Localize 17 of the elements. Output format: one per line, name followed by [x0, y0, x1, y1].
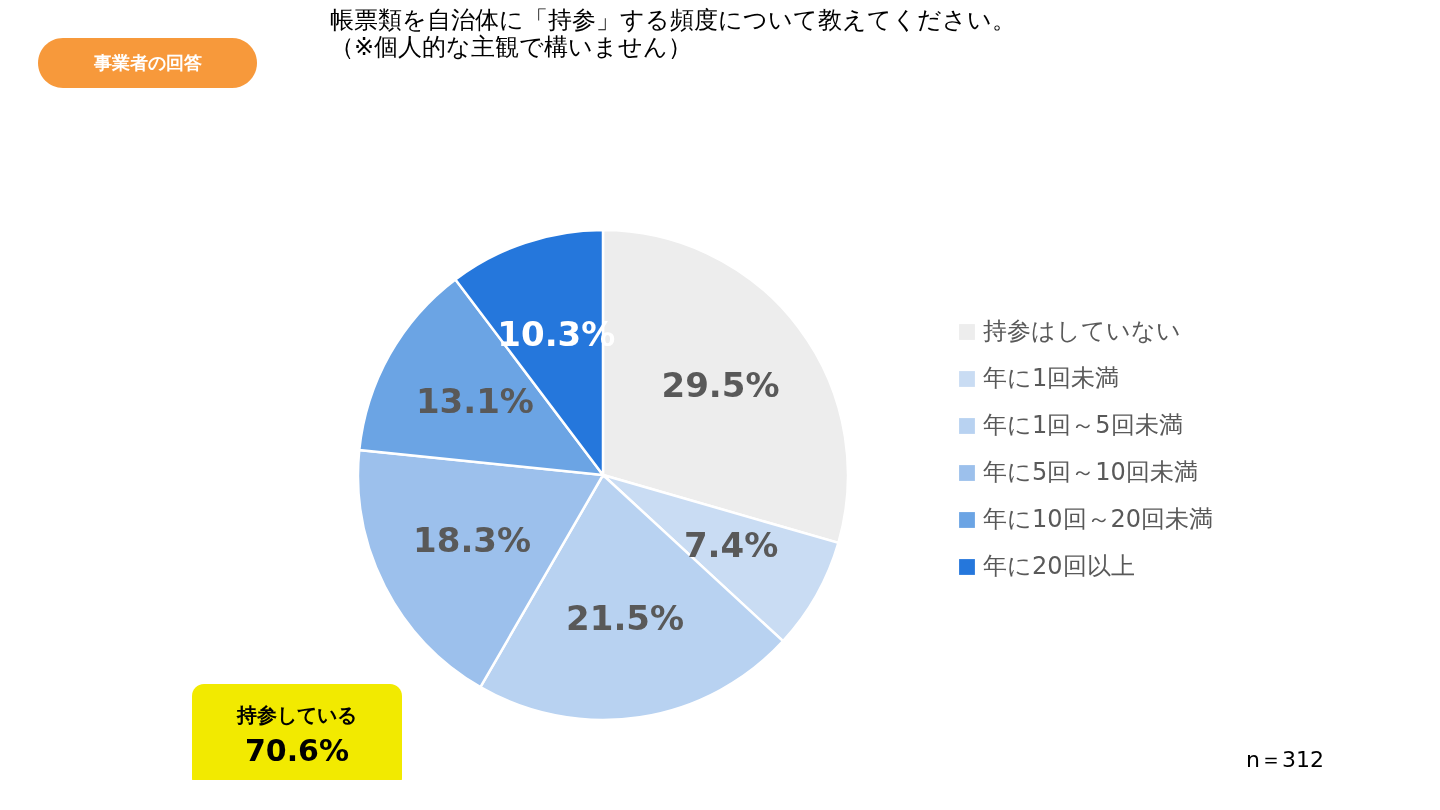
legend-label: 年に5回～10回未満 [983, 458, 1198, 486]
legend-label: 年に10回～20回未満 [983, 505, 1214, 533]
data-label: 13.1% [415, 380, 534, 421]
legend-label: 年に1回未満 [983, 364, 1120, 392]
chart-title: 帳票類を自治体に「持参」する頻度について教えてください。 [330, 6, 1016, 34]
text: n＝312 [1246, 747, 1324, 772]
legend-label: 持参はしていない [983, 317, 1181, 345]
data-label: 21.5% [566, 598, 685, 639]
data-label: 29.5% [661, 364, 780, 405]
legend-label: 年に1回～5回未満 [983, 411, 1183, 439]
data-label: 18.3% [413, 519, 532, 560]
text: 70.6% [244, 733, 350, 768]
text: 事業者の回答 [93, 52, 202, 73]
chart-subtitle: （※個人的な主観で構いません） [330, 33, 693, 61]
legend-label: 年に20回以上 [983, 552, 1135, 580]
data-label: 7.4% [683, 525, 779, 566]
text: 持参している [236, 703, 357, 727]
